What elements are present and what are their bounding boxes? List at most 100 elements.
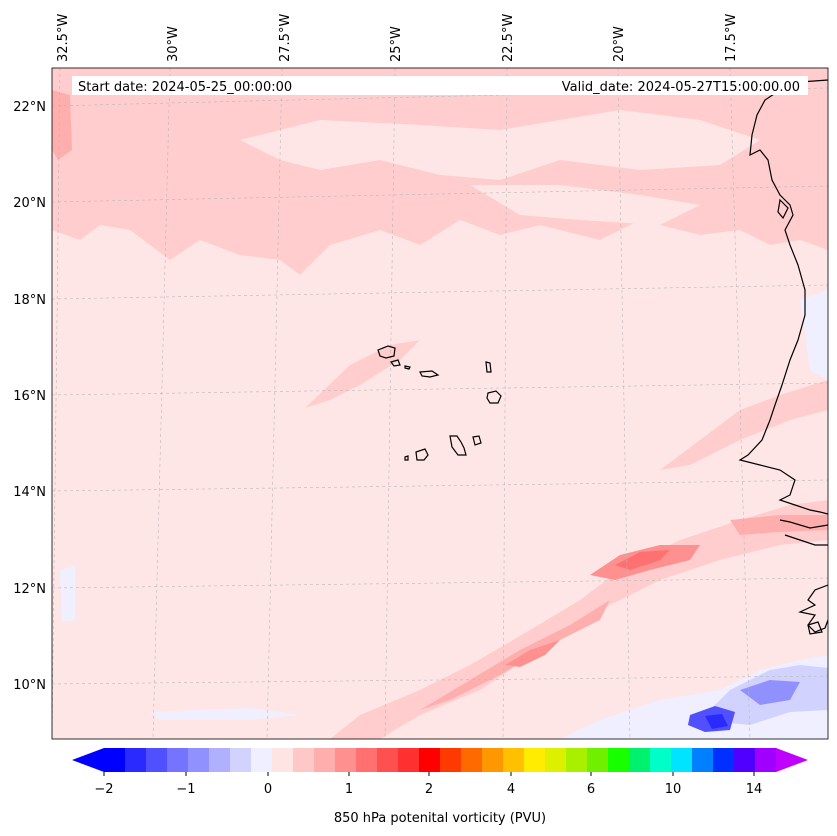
cb-tick-label: 14 (746, 782, 763, 797)
cb-tick-label: −1 (176, 782, 195, 797)
cb-tick-label: 0 (264, 782, 272, 797)
lon-label-20w: 20°W (612, 26, 627, 62)
meridian-25w (384, 68, 396, 739)
pv-patch-north-light (240, 110, 760, 180)
island-sao-nicolau (419, 370, 440, 378)
lon-label-27-5w: 27.5°W (278, 14, 293, 62)
pv-negative-east-coast (800, 290, 828, 380)
start-date-text: Start date: 2024-05-25_00:00:00 (78, 80, 292, 95)
parallel-12n (52, 577, 828, 589)
cb-tick-label: 2 (425, 782, 433, 797)
header-box (72, 76, 808, 95)
island-sal (485, 361, 492, 373)
lat-label-16n: 16°N (13, 389, 46, 404)
colorbar-cells (104, 748, 777, 772)
colorbar-label: 850 hPa potenital vorticity (PVU) (334, 811, 546, 826)
parallel-16n (52, 382, 828, 396)
colorbar-cell (608, 748, 630, 772)
colorbar-extend-high (776, 748, 808, 772)
colorbar-extend-low (72, 748, 104, 772)
colorbar-cell (125, 748, 147, 772)
meridian-22-5w (502, 68, 508, 739)
pv-band-east (660, 380, 828, 470)
parallel-22n (52, 87, 828, 107)
colorbar-cell (230, 748, 252, 772)
lat-label-20n: 20°N (13, 196, 46, 211)
colorbar-cell (566, 748, 588, 772)
parallel-18n (52, 284, 828, 300)
lon-label-25w: 25°W (389, 26, 404, 62)
cb-tick-label: 10 (665, 782, 682, 797)
map-frame (51, 67, 829, 740)
lat-label-18n: 18°N (13, 293, 46, 308)
lat-label-22n: 22°N (13, 100, 46, 115)
pv-patch-north-light-2 (470, 185, 700, 225)
colorbar-cell (503, 748, 525, 772)
latitude-labels: 22°N 20°N 18°N 16°N 14°N 12°N 10°N (13, 100, 46, 693)
colorbar-cell (524, 748, 546, 772)
colorbar-cell (314, 748, 336, 772)
meridian-20w (617, 68, 631, 739)
colorbar-cell (398, 748, 420, 772)
valid-date-text: Valid_date: 2024-05-27T15:00:00.00 (562, 80, 800, 95)
pv-negative-southeast-3 (740, 680, 800, 705)
colorbar-cell (293, 748, 315, 772)
colorbar-tick-labels: −2 −1 0 1 2 4 6 10 14 (94, 782, 762, 797)
colorbar-cell (356, 748, 378, 772)
colorbar-cell (419, 748, 441, 772)
colorbar-cell (692, 748, 714, 772)
pv-filament-core-max (615, 550, 670, 570)
lat-label-12n: 12°N (13, 582, 46, 597)
cb-tick-label: −2 (94, 782, 113, 797)
parallel-10n (52, 675, 828, 685)
meridian-32-5w (52, 68, 61, 739)
graticule (52, 68, 828, 739)
coast-islet-1 (777, 198, 789, 220)
colorbar-cell (167, 748, 189, 772)
colorbar-cell (251, 748, 273, 772)
meridian-30w (152, 68, 171, 739)
colorbar-cell (188, 748, 210, 772)
lon-label-22-5w: 22.5°W (501, 14, 516, 62)
pv-field (52, 68, 828, 739)
island-santa-luzia (404, 365, 411, 370)
longitude-labels: 32.5°W 30°W 27.5°W 25°W 22.5°W 20°W 17.5… (56, 14, 739, 62)
island-maio (472, 435, 482, 446)
island-sao-vicente (389, 359, 401, 367)
island-santiago (449, 435, 467, 456)
pv-negative-lower-west (150, 708, 300, 720)
pv-band-east-lower (730, 515, 828, 535)
colorbar-cell (335, 748, 357, 772)
guinea-bissau-coast (798, 584, 828, 633)
lon-label-30w: 30°W (166, 26, 181, 62)
colorbar-cell (104, 748, 126, 772)
island-santo-antao (377, 345, 396, 359)
colorbar-cell (461, 748, 483, 772)
cb-tick-label: 4 (507, 782, 515, 797)
colorbar-cell (209, 748, 231, 772)
pv-patch-northwest (52, 90, 72, 160)
lat-label-10n: 10°N (13, 678, 46, 693)
colorbar-cell (629, 748, 651, 772)
parallel-14n (52, 479, 828, 492)
cb-tick-label: 6 (587, 782, 595, 797)
colorbar-cell (272, 748, 294, 772)
colorbar-cell (587, 748, 609, 772)
colorbar-cell (377, 748, 399, 772)
lat-label-14n: 14°N (13, 485, 46, 500)
parallel-20n (52, 185, 828, 203)
colorbar-cell (755, 748, 777, 772)
cb-tick-label: 1 (345, 782, 353, 797)
colorbar: −2 −1 0 1 2 4 6 10 14 850 hPa potenital … (72, 748, 808, 826)
island-brava (404, 455, 409, 461)
island-boa-vista (486, 390, 502, 404)
island-fogo (415, 448, 429, 461)
lon-label-17-5w: 17.5°W (724, 14, 739, 62)
colorbar-cell (734, 748, 756, 772)
pv-negative-west-edge (60, 565, 75, 622)
colorbar-ticks (103, 772, 755, 776)
colorbar-cell (440, 748, 462, 772)
colorbar-cell (713, 748, 735, 772)
coastlines (377, 79, 828, 635)
